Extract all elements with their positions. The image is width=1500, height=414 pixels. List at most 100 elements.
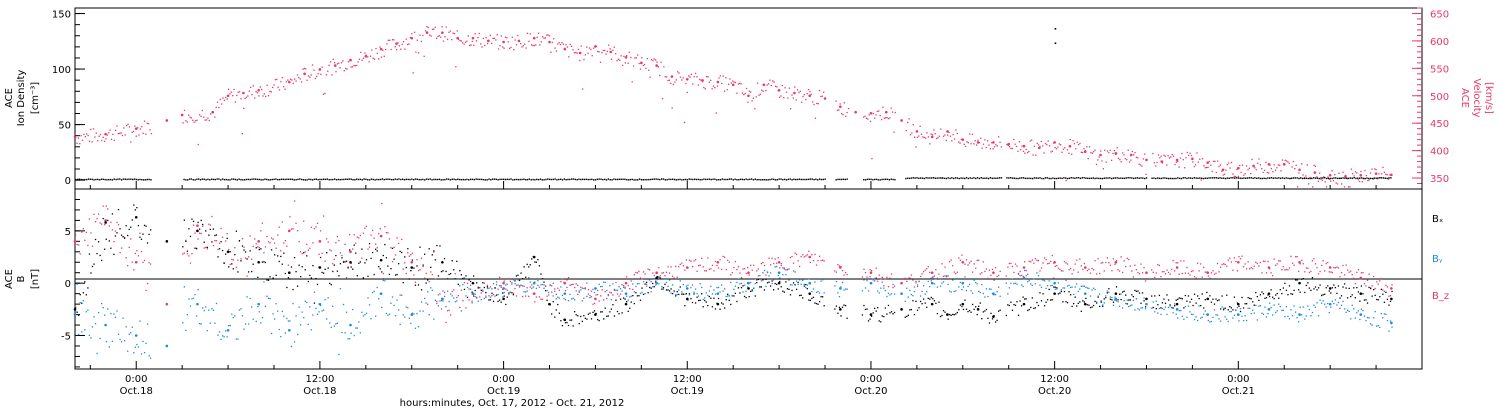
bz-point [624,286,626,288]
bz-point [1206,271,1208,273]
velocity-point [930,133,932,135]
bx-point [278,260,280,263]
bx-point [1271,296,1274,298]
by-point [315,307,317,310]
velocity-point [1108,152,1110,154]
bx-point [1298,289,1300,291]
velocity-point [839,105,842,109]
by-point [1065,279,1067,282]
by-point [1233,314,1236,316]
by-point [521,285,524,287]
by-point [645,285,648,287]
density-point [679,178,681,181]
density-point [394,178,397,180]
bx-point [570,319,573,321]
bz-point [457,294,459,297]
bx-point [122,236,124,238]
bz-point [1294,256,1297,258]
density-point [1278,177,1280,179]
density-point [1120,177,1122,179]
by-point [278,328,280,331]
bz-point [630,280,632,282]
bx-point [209,228,211,231]
by-point [926,290,928,293]
density-point [1230,177,1232,179]
bx-point [1042,293,1044,295]
bx-point [769,285,772,287]
bx-point [904,316,906,318]
velocity-point [371,49,373,51]
by-point [936,286,939,288]
velocity-point [1237,175,1240,178]
bz-point [1383,290,1386,292]
by-point [189,305,192,307]
bz-point [136,250,138,252]
by-point [554,290,556,292]
bz-point [577,293,579,296]
velocity-point [442,40,445,42]
bx-point [667,289,669,291]
by-point [1244,315,1246,317]
bx-point [448,273,450,276]
bx-point [371,251,374,254]
by-point [1068,284,1070,287]
by-point [408,317,410,319]
by-point [1368,317,1370,319]
bz-point [1057,267,1059,269]
by-point [303,316,305,319]
density-point [787,178,790,181]
bx-point [485,292,487,294]
velocity-point [807,88,810,91]
density-point [192,179,194,181]
by-point [509,291,512,293]
density-point [548,178,551,181]
bz-point [606,297,608,300]
bz-point [1360,272,1363,274]
bz-point [716,264,718,267]
bz-point [247,256,250,258]
bx-point [246,258,248,260]
density-point [1307,177,1309,180]
velocity-point [121,134,124,137]
density-point [1224,177,1227,180]
bz-point [1036,259,1038,261]
velocity-point [502,46,504,48]
bx-point [765,278,767,280]
bx-point [1088,304,1090,306]
velocity-point [894,111,896,114]
bz-point [1172,259,1174,262]
bx-point [451,260,453,262]
bx-point [739,292,741,294]
density-point [567,178,569,181]
velocity-point [1135,156,1138,158]
by-point [312,314,314,316]
bz-point [104,223,106,226]
bz-point [1319,270,1321,273]
by-point [875,277,877,279]
bz-point [269,242,271,244]
velocity-point [1266,171,1268,174]
velocity-point [1055,148,1058,150]
bz-point [1374,287,1376,290]
by-point [805,286,807,289]
bz-point [1233,257,1236,259]
velocity-point [456,30,458,32]
velocity-point [1007,144,1009,147]
velocity-point [1058,143,1060,145]
bx-point [1195,302,1197,304]
bx-point [355,252,357,254]
velocity-point [639,68,642,70]
bz-point [1094,260,1096,262]
velocity-point [679,76,682,78]
density-point [295,179,297,181]
velocity-point [368,61,370,63]
velocity-point [840,112,843,115]
bx-point [549,304,551,306]
bx-point [1011,309,1014,311]
density-point [1031,177,1034,180]
by-point [495,284,498,286]
bz-point [889,277,891,279]
density-point [187,179,189,181]
bz-point [1388,295,1390,297]
bz-point [1314,263,1317,265]
